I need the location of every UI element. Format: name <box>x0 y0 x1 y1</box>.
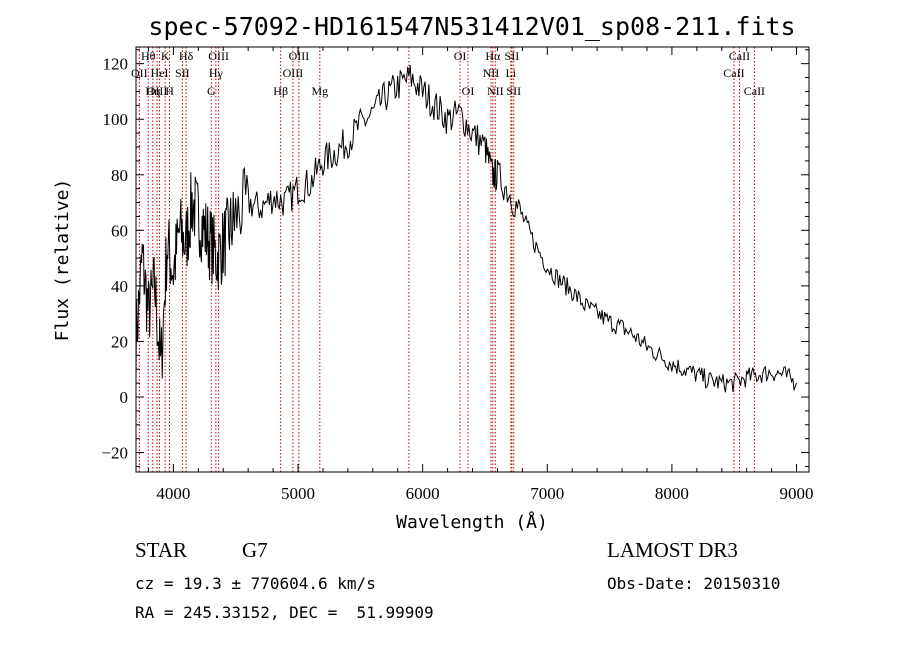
marker-label: SII <box>506 84 521 98</box>
x-tick-label: 5000 <box>281 484 315 503</box>
x-tick-label: 8000 <box>655 484 689 503</box>
marker-label: OIII <box>283 66 304 80</box>
marker-label: CaII <box>723 66 744 80</box>
marker-label: OII <box>131 66 148 80</box>
y-tick-label: 80 <box>111 166 128 185</box>
y-tick-label: −20 <box>101 444 128 463</box>
marker-label: OIII <box>289 49 310 63</box>
marker-label: OI <box>454 49 467 63</box>
y-tick-label: 100 <box>103 110 129 129</box>
marker-label: Hη <box>145 84 160 98</box>
redshift-text: cz = 19.3 ± 770604.6 km/s <box>135 574 376 593</box>
y-tick-label: 60 <box>111 221 128 240</box>
y-axis-ticks: −20 0 20 40 60 80 100 120 <box>101 49 809 467</box>
marker-label: SII <box>505 49 520 63</box>
y-axis-label: Flux (relative) <box>52 179 73 342</box>
marker-label: Hα <box>485 49 501 63</box>
marker-label: Hγ <box>209 66 224 80</box>
line-marker-labels: Hθ OII OIII K HeI Hη H Hδ SII OIII Hγ G OIII OIII Hβ Mg… <box>131 49 765 98</box>
line-markers <box>138 47 755 472</box>
y-tick-label: 40 <box>111 277 128 296</box>
x-tick-label: 9000 <box>780 484 814 503</box>
marker-label: Hθ <box>141 49 156 63</box>
plot-frame <box>135 46 810 473</box>
marker-label: NII <box>483 66 500 80</box>
marker-label: NII <box>487 84 504 98</box>
survey-name: LAMOST DR3 <box>607 538 738 562</box>
x-tick-label: 6000 <box>406 484 440 503</box>
y-tick-label: 20 <box>111 332 128 351</box>
marker-label: G <box>207 84 216 98</box>
x-axis-label: Wavelength (Å) <box>396 511 548 533</box>
marker-label: K <box>161 49 170 63</box>
marker-label: OIII <box>208 49 229 63</box>
spectrum-line <box>135 65 797 393</box>
marker-label: HeI <box>151 66 169 80</box>
marker-label: Hβ <box>273 84 288 98</box>
marker-label: Hδ <box>179 49 194 63</box>
marker-label: CaII <box>744 84 765 98</box>
obs-date: Obs-Date: 20150310 <box>607 574 781 593</box>
marker-label: OI <box>462 84 475 98</box>
marker-label: CaII <box>729 49 750 63</box>
y-tick-label: 0 <box>120 388 129 407</box>
marker-label: OIII <box>147 84 168 98</box>
x-axis-ticks: 4000 5000 6000 7000 8000 9000 <box>147 47 814 503</box>
marker-label: Li <box>506 66 517 80</box>
x-tick-label: 4000 <box>156 484 190 503</box>
x-tick-label: 7000 <box>530 484 564 503</box>
coordinates: RA = 245.33152, DEC = 51.99909 <box>135 603 434 622</box>
marker-label: H <box>165 84 174 98</box>
object-class: STAR <box>135 538 187 562</box>
marker-label: Mg <box>311 84 328 98</box>
chart-title: spec-57092-HD161547N531412V01_sp08-211.f… <box>148 12 795 41</box>
y-tick-label: 120 <box>103 55 129 74</box>
marker-label: SII <box>175 66 190 80</box>
object-subclass: G7 <box>242 538 268 562</box>
